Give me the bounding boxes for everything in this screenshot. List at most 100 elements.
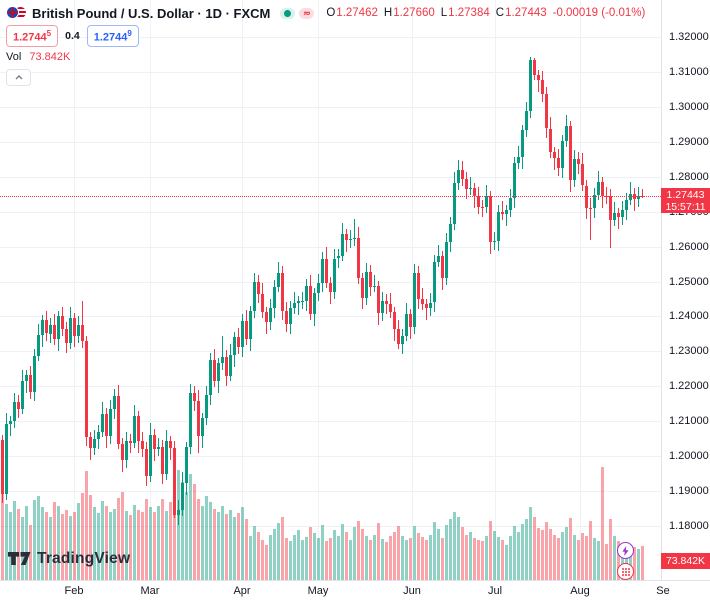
candle-body <box>416 272 420 299</box>
candle-body <box>636 195 640 200</box>
volume-bar <box>448 519 452 580</box>
volume-bar <box>432 522 436 580</box>
instant-trading-button[interactable] <box>617 542 634 559</box>
candle-body <box>280 272 284 312</box>
time-tick-label: May <box>307 585 329 597</box>
chart-plot-area[interactable] <box>0 0 661 580</box>
candle-body <box>112 395 116 409</box>
time-tick-label: Apr <box>233 585 251 597</box>
open-value: 1.27462 <box>336 7 378 19</box>
volume-bar <box>252 525 256 580</box>
grid-line-h <box>0 211 661 213</box>
candle-body <box>512 163 516 198</box>
candle-body <box>324 258 328 283</box>
candle-body <box>256 282 260 294</box>
candle-wick <box>169 435 171 460</box>
candle-body <box>244 320 248 340</box>
volume-bar <box>524 519 528 580</box>
volume-bar <box>584 535 588 580</box>
delayed-data-icon[interactable]: ≂ <box>299 7 315 19</box>
volume-bar <box>336 535 340 580</box>
candle-wick <box>493 231 495 250</box>
volume-bar <box>320 524 324 580</box>
symbol-title[interactable]: British Pound / U.S. Dollar · 1D · FXCM <box>32 5 271 21</box>
volume-bar <box>464 534 468 580</box>
candle-body <box>116 395 120 444</box>
volume-bar <box>460 526 464 580</box>
fxcm-broker-button[interactable] <box>617 563 634 580</box>
price-axis[interactable]: 1.18000 1.19000 1.20000 1.21000 1.22000 1.230… <box>661 0 710 580</box>
candle-body <box>240 320 244 348</box>
collapse-legend-button[interactable] <box>6 69 31 86</box>
volume-bar <box>56 505 60 580</box>
candle-body <box>292 303 296 309</box>
volume-bar <box>188 474 192 580</box>
volume-bar <box>428 534 432 580</box>
volume-bar <box>144 499 148 580</box>
volume-bar <box>76 502 80 580</box>
volume-bar <box>236 512 240 580</box>
candle-body <box>164 441 168 475</box>
buy-ask-button[interactable]: 1.27449 <box>86 25 139 47</box>
candle-body <box>276 272 280 287</box>
candle-body <box>480 206 484 208</box>
candle-body <box>68 317 72 344</box>
volume-bar <box>44 511 48 580</box>
volume-bar <box>468 532 472 580</box>
volume-bar <box>408 537 412 580</box>
candle-body <box>80 324 84 341</box>
candle-body <box>120 443 124 461</box>
sell-bid-button[interactable]: 1.27445 <box>6 25 59 47</box>
volume-bar <box>544 522 548 580</box>
candle-body <box>468 188 472 190</box>
candle-body <box>108 409 112 437</box>
candle-body <box>88 437 92 449</box>
volume-bar <box>124 511 128 580</box>
volume-bar <box>156 505 160 580</box>
candle-body <box>476 195 480 207</box>
volume-bar <box>272 528 276 580</box>
candle-body <box>300 301 304 303</box>
volume-bar <box>112 508 116 580</box>
lightning-bolt-icon <box>622 545 629 556</box>
price-tick-label: 1.26000 <box>669 240 709 253</box>
candle-body <box>28 374 32 392</box>
volume-bar <box>92 507 96 580</box>
volume-bar <box>24 505 28 580</box>
candle-body <box>456 170 460 183</box>
volume-bar <box>48 517 52 580</box>
volume-bar <box>264 545 268 580</box>
close-value: 1.27443 <box>505 7 547 19</box>
volume-bar <box>308 526 312 580</box>
candle-body <box>192 392 196 402</box>
candle-body <box>332 258 336 292</box>
tradingview-logo[interactable]: TradingView <box>8 550 130 568</box>
candle-body <box>48 325 52 334</box>
candle-body <box>144 449 148 477</box>
volume-bar <box>484 535 488 580</box>
candle-body <box>620 209 624 218</box>
price-tick-label: 1.20000 <box>669 450 709 463</box>
candle-body <box>220 356 224 363</box>
candle-body <box>152 434 156 450</box>
candle-wick <box>481 199 483 217</box>
volume-bar <box>212 509 216 580</box>
market-status-icon[interactable] <box>280 7 296 19</box>
candle-wick <box>505 204 507 226</box>
candle-body <box>420 299 424 305</box>
volume-bar <box>568 518 572 580</box>
tradingview-logo-text: TradingView <box>37 550 131 567</box>
candle-body <box>548 128 552 153</box>
candle-body <box>284 311 288 325</box>
volume-bar <box>200 505 204 580</box>
volume-bar <box>108 511 112 580</box>
volume-bar <box>488 521 492 580</box>
price-tick-label: 1.30000 <box>669 100 709 113</box>
candle-body <box>520 129 524 157</box>
candle-body <box>384 300 388 304</box>
candle-body <box>436 256 440 262</box>
volume-bar <box>128 515 132 580</box>
volume-bar <box>504 545 508 580</box>
candle-body <box>56 316 60 340</box>
